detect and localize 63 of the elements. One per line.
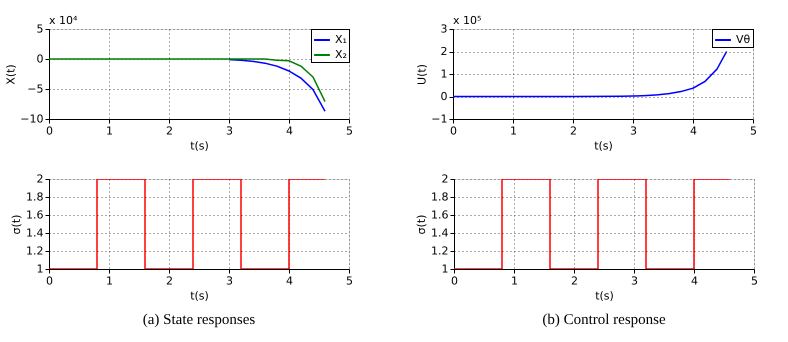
x-tick-label: 2	[571, 274, 578, 288]
x-tick-label: 0	[451, 274, 458, 288]
y-tick-label: 3	[440, 22, 448, 36]
y-tick-label: 0	[36, 52, 44, 66]
y-tick-label: 1.6	[26, 208, 44, 222]
x-tick-label: 0	[46, 124, 53, 138]
x-tick-label: 2	[166, 274, 173, 288]
x-tick-label: 5	[751, 274, 758, 288]
x-tick-label: 2	[166, 124, 173, 138]
x-tick-label: 4	[286, 274, 293, 288]
y-tick-label: 1	[36, 262, 44, 276]
x-tick-label: 4	[691, 274, 698, 288]
x-tick-label: 1	[106, 274, 113, 288]
y-tick-label: −5	[27, 82, 44, 96]
x-axis-title: t(s)	[190, 140, 209, 152]
y-tick-label: −1	[431, 112, 448, 126]
x-tick-label: 3	[226, 274, 233, 288]
x-tick-label: 4	[690, 124, 697, 138]
y-tick-label: 5	[36, 22, 44, 36]
y-tick-label: 1.2	[26, 244, 44, 258]
x-axis-title: t(s)	[190, 290, 209, 302]
legend-label: X₂	[335, 48, 347, 61]
y-tick-label: 1.6	[431, 208, 448, 222]
y-tick-label: 2	[440, 45, 448, 58]
text: (b) Control response	[542, 312, 666, 328]
x-tick-label: 0	[450, 124, 457, 138]
text: (a) State responses	[142, 312, 256, 328]
y-tick-label: 1.2	[431, 244, 448, 258]
x-tick-label: 5	[346, 124, 353, 138]
x-tick-label: 1	[511, 274, 518, 288]
y-tick-label: 1.4	[431, 226, 448, 240]
text: x 10⁵	[453, 14, 482, 27]
line-series	[453, 50, 728, 98]
y-axis-title: σ(t)	[10, 214, 24, 234]
y-axis-title: σ(t)	[415, 214, 428, 234]
x-axis-title: t(s)	[594, 140, 613, 152]
y-tick-label: −10	[20, 112, 44, 126]
y-tick-label: 2	[36, 172, 44, 186]
x-tick-label: 5	[346, 274, 353, 288]
x-tick-label: 3	[631, 274, 638, 288]
y-axis-title: X(t)	[4, 64, 18, 85]
y-tick-label: 0	[440, 90, 448, 103]
y-tick-label: 1.4	[26, 226, 44, 240]
legend-label: Vθ	[736, 33, 751, 46]
y-axis-title: U(t)	[415, 64, 428, 85]
x-tick-label: 1	[510, 124, 517, 138]
x-tick-label: 5	[750, 124, 757, 138]
text: x 10⁴	[49, 14, 78, 27]
x-tick-label: 1	[106, 124, 113, 138]
x-tick-label: 3	[226, 124, 233, 138]
line-series	[228, 58, 326, 112]
x-tick-label: 4	[286, 124, 293, 138]
y-tick-label: 2	[442, 172, 448, 186]
y-tick-label: 1	[442, 262, 448, 276]
y-tick-label: 1.8	[431, 190, 448, 204]
y-tick-label: 1.8	[26, 190, 44, 204]
x-tick-label: 3	[630, 124, 637, 138]
x-tick-label: 2	[570, 124, 577, 138]
legend-label: X₁	[335, 33, 347, 46]
line-series	[49, 58, 326, 102]
x-axis-title: t(s)	[595, 290, 614, 302]
x-tick-label: 0	[46, 274, 53, 288]
y-tick-label: 1	[440, 68, 448, 80]
